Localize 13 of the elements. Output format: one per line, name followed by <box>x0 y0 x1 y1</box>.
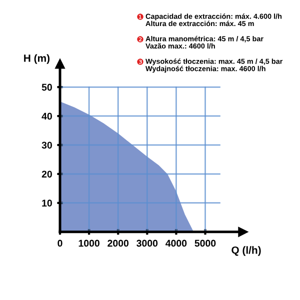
x-axis-title: Q (l/h) <box>232 246 261 256</box>
y-axis-title: H (m) <box>24 54 50 64</box>
x-tick-label: 3000 <box>136 240 158 247</box>
y-tick-label: 30 <box>42 142 52 149</box>
x-tick-label: 4000 <box>166 240 187 247</box>
y-tick-label: 50 <box>42 84 52 91</box>
y-tick-label: 20 <box>42 170 52 178</box>
x-tick-label: 0 <box>58 240 62 247</box>
x-tick-label: 1000 <box>78 240 100 247</box>
y-tick-label: 40 <box>42 112 52 120</box>
x-tick-label: 2000 <box>108 240 129 247</box>
x-tick-label: 5000 <box>194 240 216 247</box>
y-tick-label: 10 <box>42 200 52 207</box>
